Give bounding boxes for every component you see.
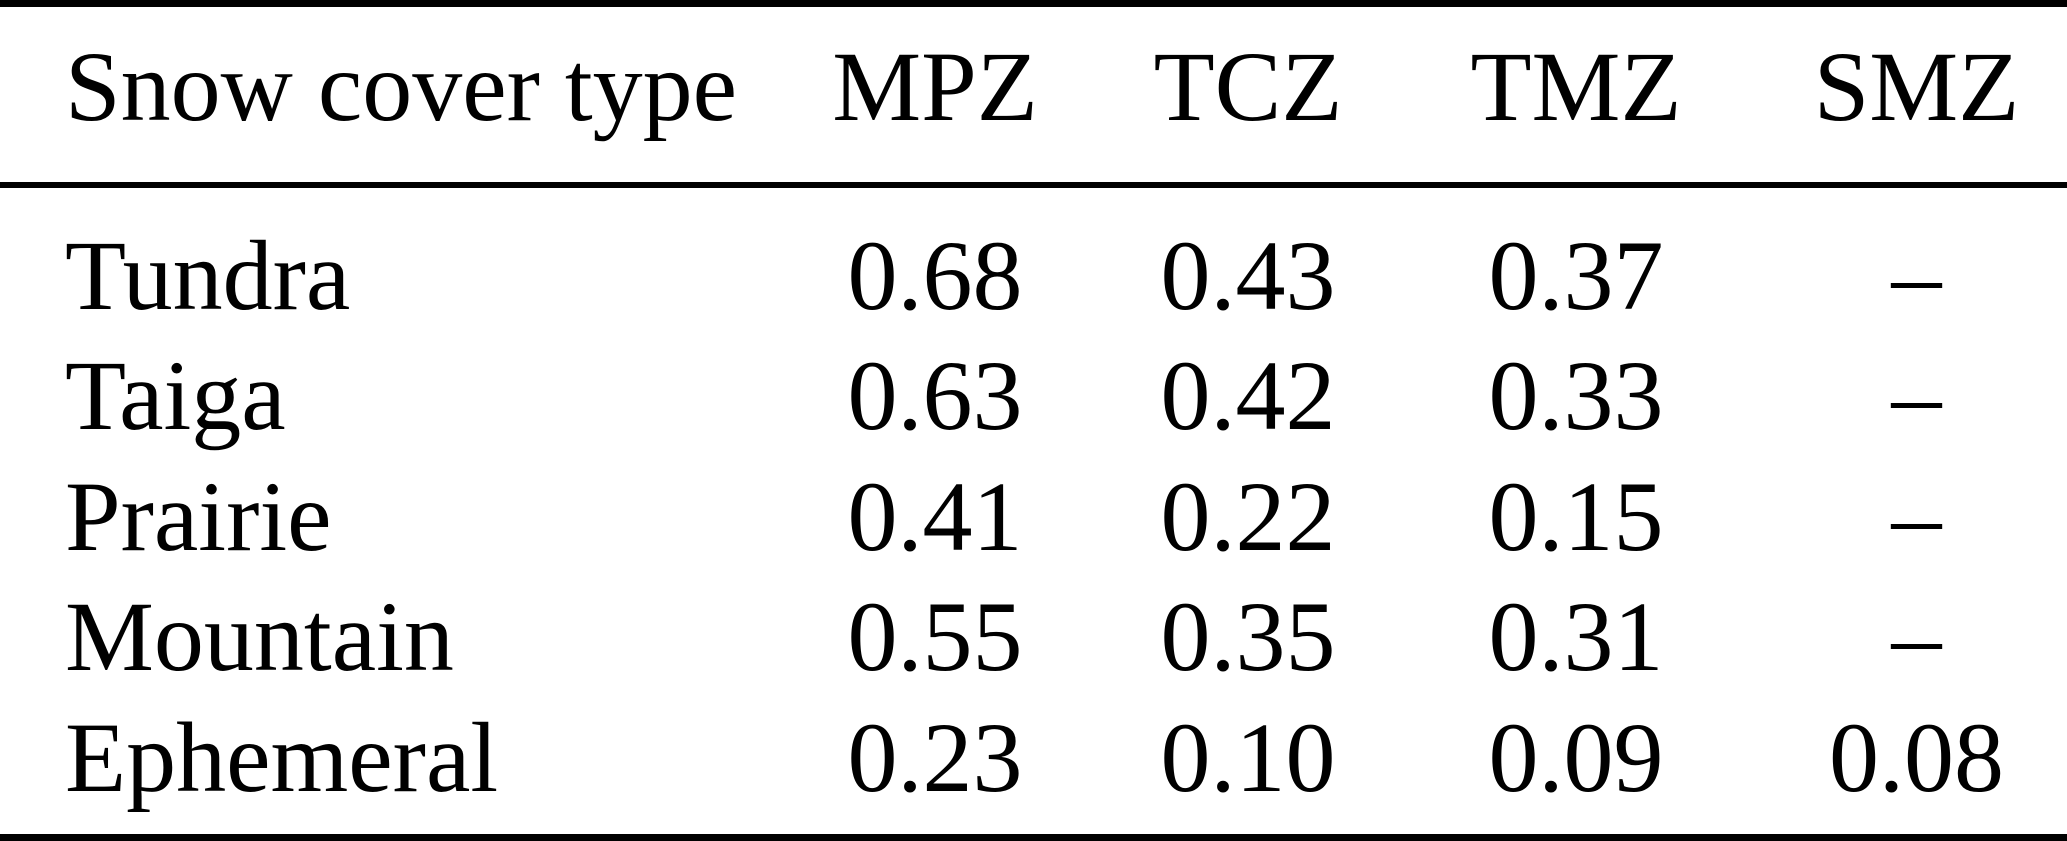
table-cell: 0.10 bbox=[1160, 701, 1336, 813]
table-cell: – bbox=[1891, 460, 1942, 572]
table-header-rule bbox=[0, 182, 2067, 188]
row-label: Ephemeral bbox=[65, 701, 499, 813]
table-cell: 0.15 bbox=[1488, 460, 1664, 572]
table-cell: 0.63 bbox=[847, 340, 1023, 452]
table-cell: 0.43 bbox=[1160, 219, 1336, 331]
table-cell: 0.35 bbox=[1160, 581, 1336, 693]
table-cell: 0.55 bbox=[847, 581, 1023, 693]
table-row-tundra: Tundra 0.68 0.43 0.37 – bbox=[0, 215, 2067, 336]
table-cell: – bbox=[1891, 581, 1942, 693]
table-header-row: Snow cover type MPZ TCZ TMZ SMZ bbox=[0, 7, 2067, 182]
table-cell: 0.09 bbox=[1488, 701, 1664, 813]
row-label: Prairie bbox=[65, 460, 332, 572]
table-cell: 0.22 bbox=[1160, 460, 1336, 572]
table-top-rule bbox=[0, 0, 2067, 7]
row-label: Tundra bbox=[65, 219, 351, 331]
table-cell: 0.37 bbox=[1488, 219, 1664, 331]
table-cell: 0.08 bbox=[1829, 701, 2004, 813]
table-cell: – bbox=[1891, 219, 1942, 331]
row-label: Taiga bbox=[65, 340, 286, 452]
column-header-snow-cover-type: Snow cover type bbox=[65, 31, 738, 142]
table-row-taiga: Taiga 0.63 0.42 0.33 – bbox=[0, 336, 2067, 457]
table-cell: 0.23 bbox=[847, 701, 1023, 813]
table-cell: 0.41 bbox=[847, 460, 1023, 572]
table-cell: 0.42 bbox=[1160, 340, 1336, 452]
table-row-prairie: Prairie 0.41 0.22 0.15 – bbox=[0, 456, 2067, 577]
table-row-mountain: Mountain 0.55 0.35 0.31 – bbox=[0, 577, 2067, 698]
column-header-mpz: MPZ bbox=[832, 31, 1038, 142]
table-cell: – bbox=[1891, 340, 1942, 452]
table-row-ephemeral: Ephemeral 0.23 0.10 0.09 0.08 bbox=[0, 697, 2067, 818]
row-label: Mountain bbox=[65, 581, 454, 693]
table-body: Tundra 0.68 0.43 0.37 – Taiga 0.63 0.42 … bbox=[0, 188, 2067, 834]
column-header-tmz: TMZ bbox=[1470, 31, 1682, 142]
table-cell: 0.68 bbox=[847, 219, 1023, 331]
column-header-tcz: TCZ bbox=[1153, 31, 1343, 142]
column-header-smz: SMZ bbox=[1813, 31, 2020, 142]
table-cell: 0.31 bbox=[1488, 581, 1664, 693]
table-bottom-rule bbox=[0, 834, 2067, 841]
table-cell: 0.33 bbox=[1488, 340, 1664, 452]
